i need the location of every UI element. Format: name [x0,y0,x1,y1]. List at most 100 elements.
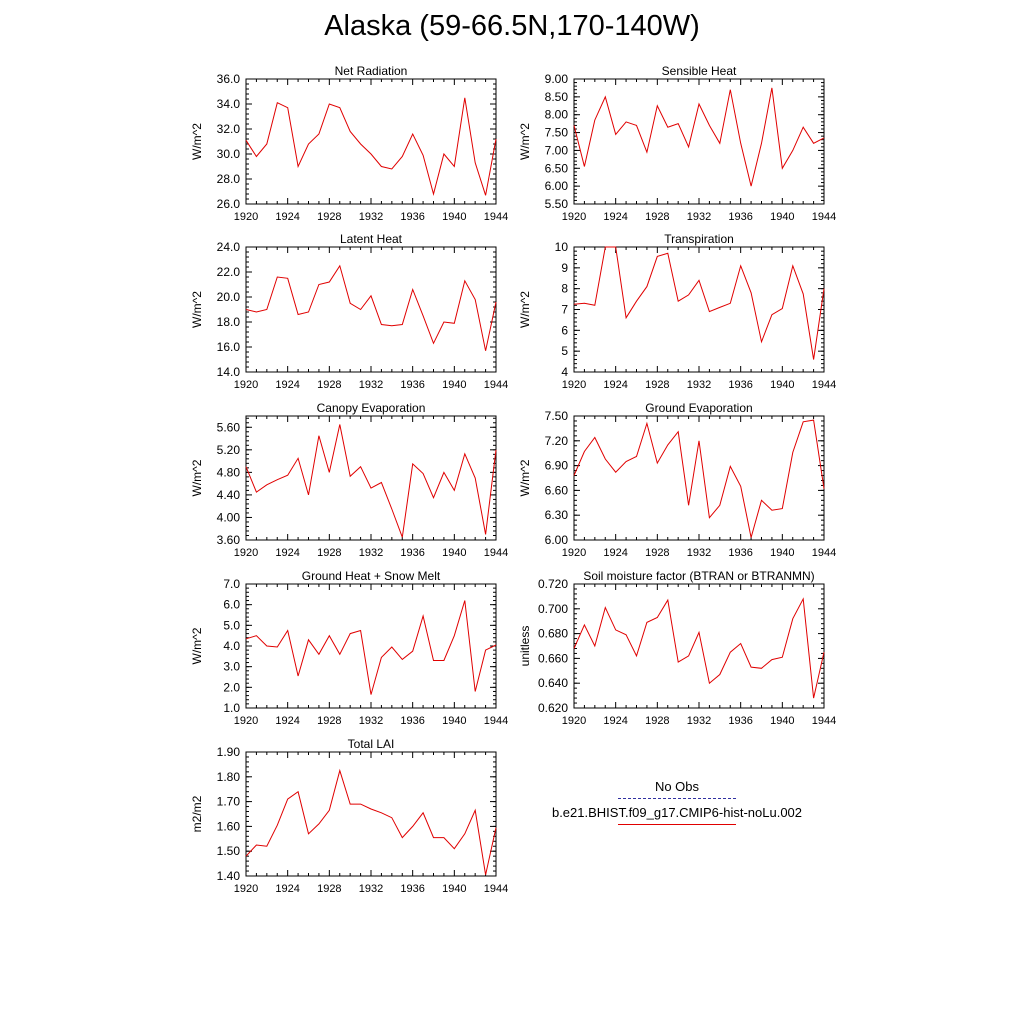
x-tick-label: 1932 [359,379,383,391]
panel-net-radiation: Net Radiation W/m^2 1920 1924 1928 1932 1936 19… [190,64,508,223]
plot-frame [573,415,825,541]
panel-latent-heat: Latent Heat W/m^2 1920 1924 1928 1932 1936 1940… [190,232,508,391]
x-tick-label: 1928 [645,379,669,391]
y-tick-label: 3.60 [217,533,241,547]
x-tick-label: 1928 [317,547,341,559]
panel-soil-moisture-factor-btran-or-btranmn: Soil moisture factor (BTRAN or BTRANMN) u… [518,569,836,727]
y-tick-label: 6.60 [545,483,569,497]
x-tick-label: 1944 [812,547,836,559]
panel-ground-heat-snow-melt: Ground Heat + Snow Melt W/m^2 1920 1924 1928… [190,569,508,727]
y-tick-label: 7 [561,303,568,317]
y-tick-label: 1.0 [223,701,240,715]
x-tick-label: 1940 [442,211,466,223]
x-tick-label: 1928 [317,211,341,223]
x-tick-label: 1924 [603,379,627,391]
plot-frame [573,583,825,709]
panel-ground-evaporation: Ground Evaporation W/m^2 1920 1924 1928 1932 1… [518,401,836,559]
y-tick-label: 6.50 [545,161,569,175]
y-tick-label: 0.620 [538,701,568,715]
x-tick-label: 1936 [728,211,752,223]
y-tick-label: 1.50 [217,844,241,858]
plot-frame [245,415,497,541]
x-tick-label: 1920 [562,715,586,727]
y-tick-label: 4.00 [217,510,241,524]
y-axis-label: W/m^2 [518,459,532,496]
x-tick-label: 1944 [812,379,836,391]
x-tick-label: 1928 [317,883,341,895]
x-tick-label: 1920 [234,379,258,391]
x-tick-label: 1924 [275,715,299,727]
y-tick-label: 3.0 [223,660,240,674]
y-tick-label: 1.70 [217,795,241,809]
x-tick-label: 1928 [317,715,341,727]
x-tick-label: 1940 [770,547,794,559]
plot-frame [245,246,497,373]
x-tick-label: 1928 [645,547,669,559]
y-tick-label: 6 [561,323,568,337]
y-axis-label: unitless [518,626,532,667]
x-tick-label: 1920 [234,211,258,223]
y-tick-label: 14.0 [217,365,241,379]
x-tick-label: 1928 [645,211,669,223]
x-tick-label: 1928 [317,379,341,391]
panel-title: Total LAI [348,737,395,751]
y-tick-label: 7.50 [545,126,569,140]
plot-frame [245,751,497,877]
y-axis-label: W/m^2 [518,291,532,328]
x-tick-label: 1932 [687,547,711,559]
y-tick-label: 6.90 [545,459,569,473]
panel-title: Sensible Heat [662,64,737,78]
y-tick-label: 5.0 [223,618,240,632]
series-line-0 [245,600,497,695]
y-tick-label: 0.680 [538,627,568,641]
series-line-0 [573,246,825,360]
y-tick-label: 22.0 [217,265,241,279]
y-axis-label: W/m^2 [190,291,204,328]
x-tick-label: 1932 [359,883,383,895]
y-tick-label: 5 [561,344,568,358]
x-tick-label: 1920 [234,883,258,895]
x-tick-label: 1944 [484,547,508,559]
x-tick-label: 1936 [400,547,424,559]
y-tick-label: 5.50 [545,197,569,211]
y-tick-label: 7.00 [545,143,569,157]
x-tick-label: 1924 [275,211,299,223]
legend-swatch-model [618,824,736,825]
series-line-0 [245,97,497,196]
x-tick-label: 1924 [603,211,627,223]
y-tick-label: 0.660 [538,651,568,665]
panel-total-lai: Total LAI m2/m2 1920 1924 1928 1932 1936 1940 19… [190,737,508,895]
x-tick-label: 1932 [687,715,711,727]
y-tick-label: 36.0 [217,72,241,86]
x-tick-label: 1932 [687,379,711,391]
x-tick-label: 1920 [562,211,586,223]
y-tick-label: 16.0 [217,340,241,354]
panel-title: Ground Heat + Snow Melt [302,569,441,583]
y-tick-label: 1.90 [217,745,241,759]
x-tick-label: 1936 [400,211,424,223]
x-tick-label: 1920 [562,547,586,559]
x-tick-label: 1940 [442,379,466,391]
legend: No Obs b.e21.BHIST.f09_g17.CMIP6-hist-no… [532,778,822,830]
y-tick-label: 0.700 [538,602,568,616]
x-tick-label: 1924 [603,547,627,559]
y-tick-label: 0.720 [538,577,568,591]
y-tick-label: 34.0 [217,97,241,111]
y-tick-label: 2.0 [223,680,240,694]
x-tick-label: 1940 [442,715,466,727]
x-tick-label: 1940 [442,883,466,895]
series-line-0 [573,597,825,699]
plot-frame [245,583,497,709]
y-tick-label: 7.0 [223,577,240,591]
x-tick-label: 1936 [400,883,424,895]
x-tick-label: 1936 [728,547,752,559]
x-tick-label: 1944 [484,211,508,223]
panel-title: Soil moisture factor (BTRAN or BTRANMN) [583,569,814,583]
x-tick-label: 1932 [359,715,383,727]
y-tick-label: 5.60 [217,420,241,434]
y-tick-label: 8.00 [545,108,569,122]
y-axis-label: W/m^2 [518,123,532,160]
y-axis-label: m2/m2 [190,795,204,832]
y-tick-label: 8.50 [545,90,569,104]
